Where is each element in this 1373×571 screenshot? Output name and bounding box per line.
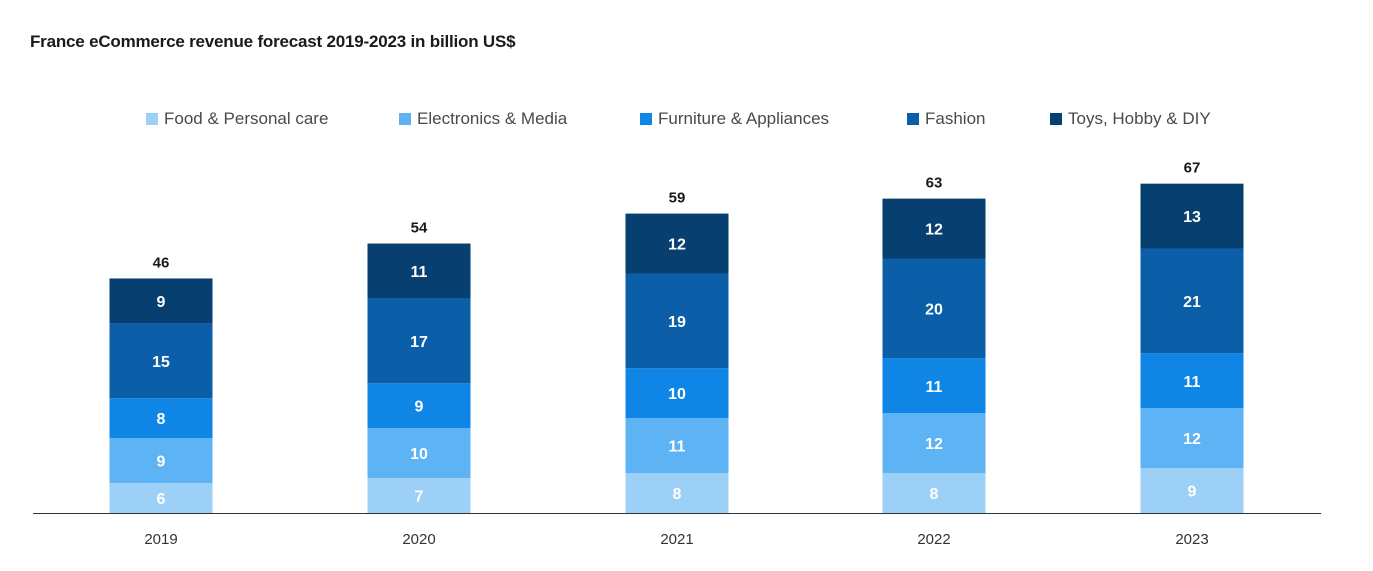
bar-food-personal-care-2019 <box>109 483 213 513</box>
data-label-electronics-media-2021: 11 <box>669 439 686 456</box>
data-label-fashion-2023: 21 <box>1183 294 1201 311</box>
bar-furniture-appliances-2023 <box>1140 353 1244 409</box>
bar-toys-hobby-diy-2023 <box>1140 183 1244 249</box>
bar-electronics-media-2022 <box>882 413 986 474</box>
legend-swatch-electronics-media <box>399 113 411 125</box>
bar-furniture-appliances-2019 <box>109 398 213 439</box>
legend-swatch-fashion <box>907 113 919 125</box>
x-tick-label-2020: 2020 <box>402 531 435 548</box>
bar-food-personal-care-2023 <box>1140 468 1244 513</box>
total-label-2019: 46 <box>153 254 170 271</box>
data-label-electronics-media-2020: 10 <box>410 446 428 463</box>
total-label-2021: 59 <box>669 190 686 207</box>
bar-food-personal-care-2021 <box>625 473 729 513</box>
data-label-furniture-appliances-2022: 11 <box>926 379 943 396</box>
legend-swatch-toys-hobby-diy <box>1050 113 1062 125</box>
bar-furniture-appliances-2022 <box>882 358 986 414</box>
data-label-toys-hobby-diy-2022: 12 <box>925 222 943 239</box>
bar-toys-hobby-diy-2021 <box>625 213 729 274</box>
data-label-toys-hobby-diy-2020: 11 <box>411 264 428 281</box>
data-label-electronics-media-2022: 12 <box>925 436 943 453</box>
data-label-food-personal-care-2020: 7 <box>415 489 424 506</box>
legend-swatch-furniture-appliances <box>640 113 652 125</box>
chart-legend: Food & Personal care Electronics & Media… <box>0 108 1373 130</box>
legend-item-toys-hobby-diy: Toys, Hobby & DIY <box>1050 108 1211 130</box>
legend-label-toys-hobby-diy: Toys, Hobby & DIY <box>1068 109 1211 128</box>
data-label-toys-hobby-diy-2021: 12 <box>668 237 686 254</box>
chart-title: France eCommerce revenue forecast 2019-2… <box>30 32 516 51</box>
bar-fashion-2020 <box>367 298 471 384</box>
bar-food-personal-care-2022 <box>882 473 986 513</box>
bar-food-personal-care-2020 <box>367 478 471 513</box>
legend-item-furniture-appliances: Furniture & Appliances <box>640 108 829 130</box>
x-tick-label-2022: 2022 <box>917 531 950 548</box>
data-label-food-personal-care-2023: 9 <box>1188 484 1197 501</box>
x-tick-label-2021: 2021 <box>660 531 693 548</box>
bar-electronics-media-2020 <box>367 428 471 479</box>
legend-label-furniture-appliances: Furniture & Appliances <box>658 109 830 128</box>
data-label-electronics-media-2023: 12 <box>1183 431 1201 448</box>
bar-electronics-media-2021 <box>625 418 729 474</box>
data-label-fashion-2020: 17 <box>410 334 428 351</box>
legend-label-fashion: Fashion <box>925 109 986 128</box>
bar-furniture-appliances-2020 <box>367 383 471 429</box>
x-tick-label-2019: 2019 <box>144 531 177 548</box>
data-label-food-personal-care-2022: 8 <box>930 486 939 503</box>
bar-toys-hobby-diy-2020 <box>367 243 471 299</box>
x-tick-label-2023: 2023 <box>1175 531 1208 548</box>
data-label-food-personal-care-2021: 8 <box>673 486 682 503</box>
bar-fashion-2023 <box>1140 248 1244 354</box>
total-label-2023: 67 <box>1184 160 1201 177</box>
data-label-furniture-appliances-2021: 10 <box>668 386 686 403</box>
bar-electronics-media-2023 <box>1140 408 1244 469</box>
total-label-2022: 63 <box>926 175 943 192</box>
legend-label-food-personal-care: Food & Personal care <box>164 109 329 128</box>
legend-item-food-personal-care: Food & Personal care <box>146 108 328 130</box>
legend-item-electronics-media: Electronics & Media <box>399 108 567 130</box>
bar-electronics-media-2019 <box>109 438 213 484</box>
data-label-toys-hobby-diy-2023: 13 <box>1183 209 1201 226</box>
legend-swatch-food-personal-care <box>146 113 158 125</box>
data-label-furniture-appliances-2023: 11 <box>1184 374 1201 391</box>
data-label-furniture-appliances-2020: 9 <box>415 399 424 416</box>
bar-fashion-2022 <box>882 258 986 359</box>
data-label-electronics-media-2019: 9 <box>157 454 166 471</box>
bar-toys-hobby-diy-2022 <box>882 198 986 259</box>
data-label-food-personal-care-2019: 6 <box>157 491 166 508</box>
data-label-furniture-appliances-2019: 8 <box>157 411 166 428</box>
bar-fashion-2019 <box>109 323 213 399</box>
data-label-fashion-2022: 20 <box>925 301 943 318</box>
legend-label-electronics-media: Electronics & Media <box>417 109 568 128</box>
data-label-fashion-2019: 15 <box>152 354 170 371</box>
data-label-fashion-2021: 19 <box>668 314 686 331</box>
total-label-2020: 54 <box>411 220 428 237</box>
bar-toys-hobby-diy-2019 <box>109 278 213 324</box>
bar-furniture-appliances-2021 <box>625 368 729 419</box>
legend-item-fashion: Fashion <box>907 108 985 130</box>
data-label-toys-hobby-diy-2019: 9 <box>157 294 166 311</box>
bar-fashion-2021 <box>625 273 729 369</box>
